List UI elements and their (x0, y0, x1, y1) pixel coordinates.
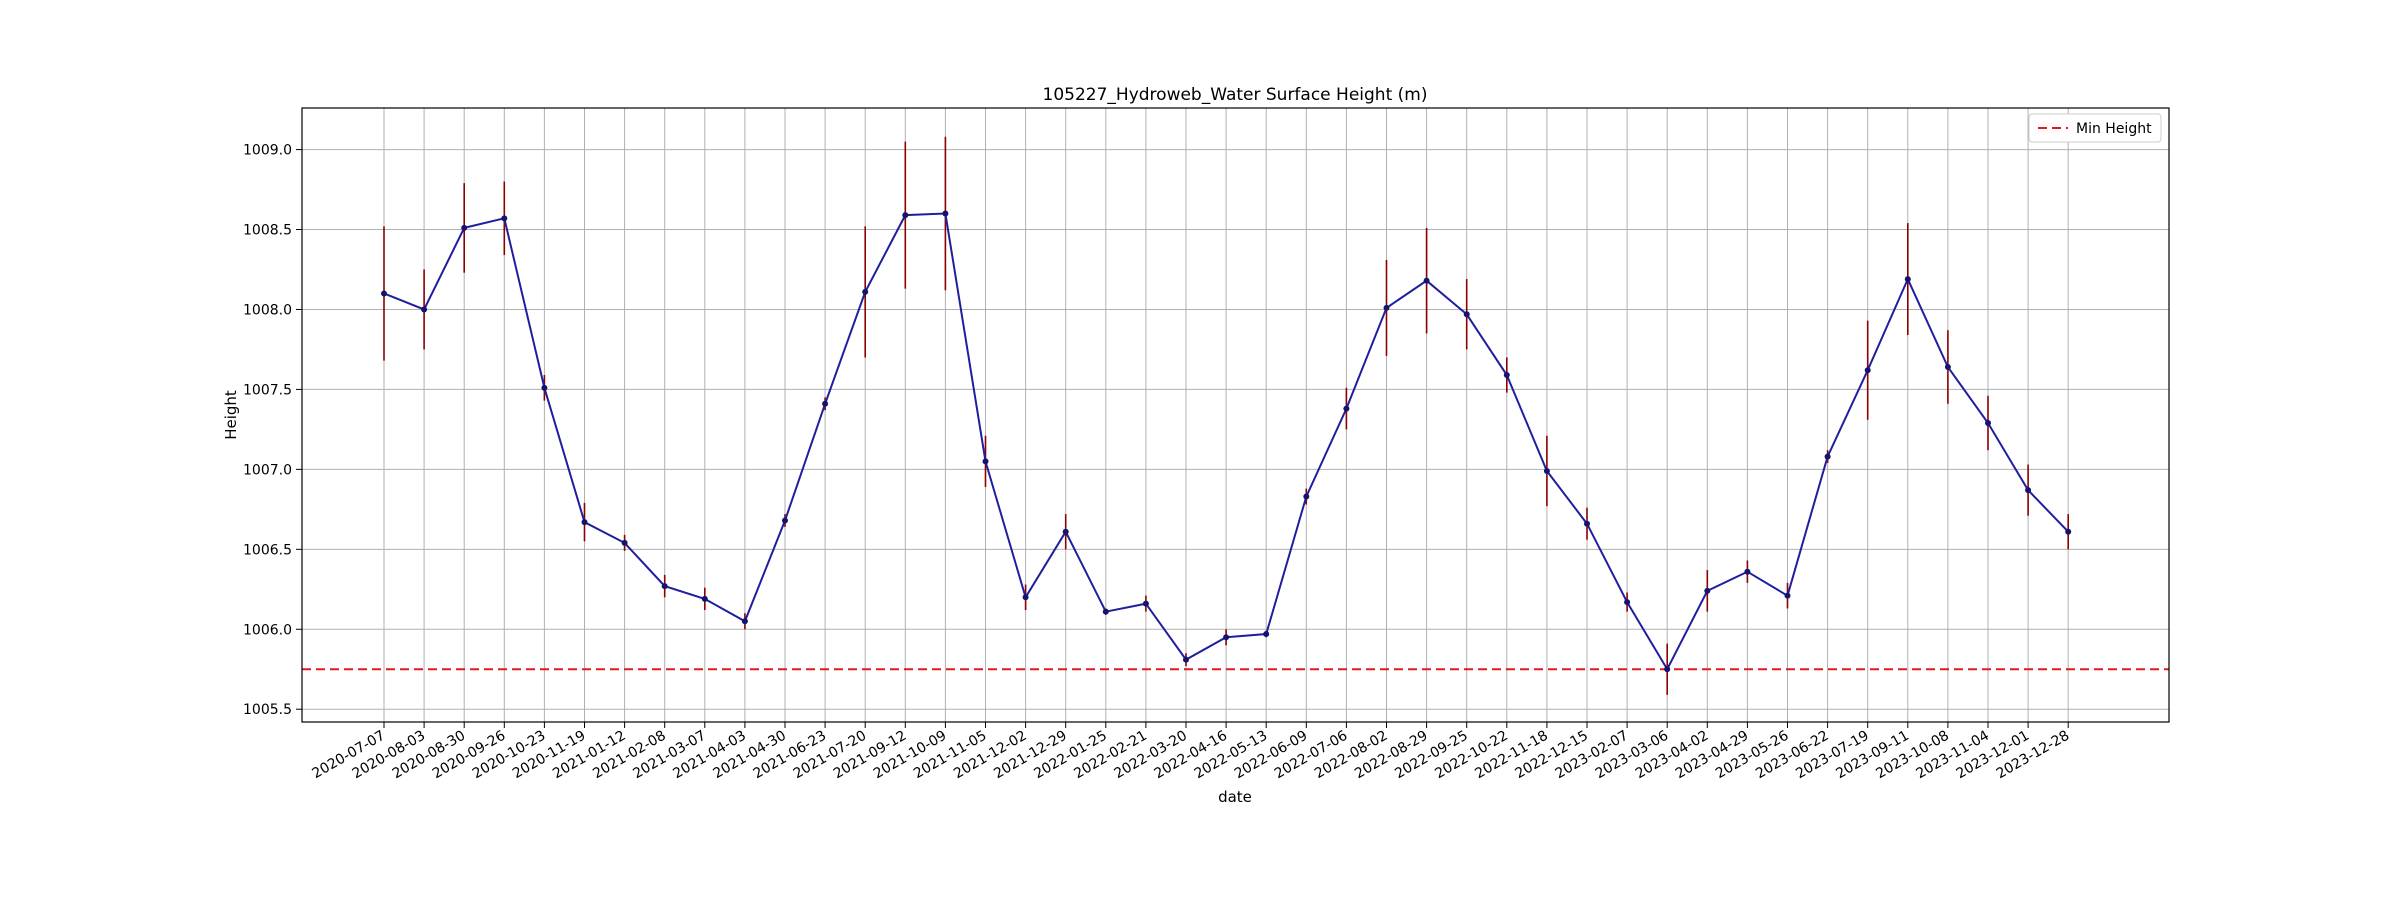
data-point (1704, 587, 1711, 594)
data-point (1944, 364, 1951, 371)
data-point (1503, 372, 1510, 379)
data-point (1303, 493, 1310, 500)
y-tick-label: 1007.0 (243, 462, 292, 478)
data-point (461, 224, 468, 231)
data-point (741, 618, 748, 625)
data-point (1744, 568, 1751, 575)
data-point (982, 458, 989, 465)
data-point (1584, 520, 1590, 527)
data-point (501, 215, 508, 222)
data-point (1463, 311, 1470, 318)
y-tick-label: 1009.0 (243, 143, 292, 159)
y-tick-label: 1008.0 (243, 302, 292, 318)
data-point (822, 400, 829, 407)
data-point (1985, 419, 1991, 426)
y-tick-label: 1006.0 (243, 622, 292, 638)
data-point (782, 517, 788, 524)
data-point (1102, 608, 1109, 615)
data-point (1263, 631, 1270, 638)
plot-frame (301, 107, 2170, 723)
data-point (1904, 276, 1911, 283)
data-point (1543, 467, 1550, 474)
data-point (581, 519, 588, 526)
x-axis-ticks: 2020-07-072020-08-032020-08-302020-09-26… (310, 722, 2072, 782)
chart-title: 105227_Hydroweb_Water Surface Height (m) (1043, 85, 1428, 105)
data-point (942, 210, 949, 217)
data-point (1183, 656, 1189, 663)
data-point (381, 290, 387, 297)
y-tick-label: 1008.5 (243, 223, 292, 239)
data-point (1423, 277, 1430, 284)
y-axis-ticks: 1005.5 1006.0 1006.5 1007.0 1007.5 1008.0 1008… (243, 143, 302, 718)
data-point (862, 288, 869, 295)
data-point (2025, 487, 2032, 494)
data-point (1383, 304, 1390, 311)
y-tick-label: 1007.5 (243, 382, 292, 398)
data-points (381, 210, 2072, 673)
data-point (621, 539, 628, 546)
data-point (1624, 599, 1631, 606)
data-point (1664, 666, 1671, 673)
y-tick-label: 1006.5 (243, 542, 292, 558)
data-point (701, 595, 708, 602)
legend-box (2028, 113, 2162, 143)
data-point (1343, 405, 1350, 412)
x-axis-label: date (1218, 788, 1252, 806)
legend-label-min-height: Min Height (2076, 121, 2152, 137)
data-point (661, 583, 668, 590)
y-tick-label: 1005.5 (243, 702, 292, 718)
data-point (902, 212, 909, 219)
data-point (1062, 528, 1069, 535)
legend: Min Height (2028, 113, 2162, 143)
data-point (1864, 367, 1871, 374)
data-point (541, 384, 548, 391)
data-point (421, 306, 428, 313)
data-point (1824, 453, 1831, 460)
data-point (2065, 528, 2072, 535)
data-point (1142, 600, 1149, 607)
y-axis-label: Height (222, 390, 240, 440)
plot-background (302, 108, 2169, 722)
data-point (1022, 594, 1029, 601)
data-point (1223, 634, 1230, 641)
data-point (1784, 592, 1791, 599)
